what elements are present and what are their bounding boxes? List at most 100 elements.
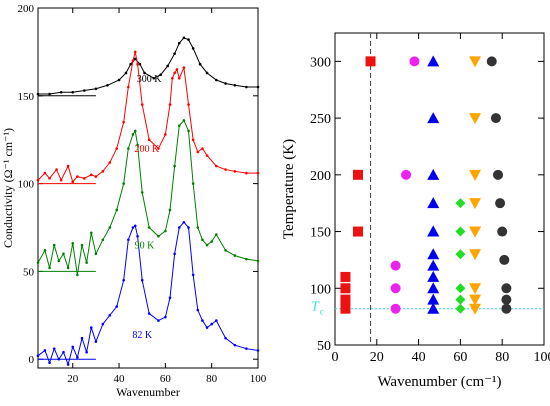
series-point (59, 90, 63, 94)
series-point (43, 171, 47, 175)
series-point (85, 261, 88, 264)
series-point (138, 62, 142, 66)
scatter-circle (409, 56, 420, 67)
series-point (245, 171, 248, 175)
scatter-triangle-down (469, 56, 482, 68)
series-point (198, 62, 202, 66)
scatter-square (352, 226, 363, 237)
right-x-tick-label: 0 (332, 350, 339, 365)
series-point (233, 343, 237, 347)
left-y-tick-label: 0 (29, 354, 35, 366)
right-y-tick-label: 150 (310, 226, 331, 241)
right-x-tick-label: 20 (370, 350, 384, 365)
right-y-tick-label: 250 (310, 112, 331, 127)
series-point (245, 257, 248, 261)
left-x-tick-label: 100 (250, 373, 267, 385)
tc-label: Tc (311, 300, 324, 317)
series-point (147, 138, 151, 142)
series-point (187, 129, 190, 133)
scatter-square (340, 303, 351, 314)
scatter-circle (486, 56, 497, 67)
series-point (94, 175, 98, 178)
series-point (62, 252, 65, 256)
left-series-labels: 300 K 200 K 90 K 82 K (132, 74, 162, 341)
scatter-square (340, 271, 351, 282)
series-point (191, 47, 195, 50)
series-point (233, 254, 237, 257)
series-point (59, 178, 63, 182)
left-y-tick-label: 100 (18, 179, 35, 191)
right-x-tick-label: 40 (412, 350, 426, 365)
series-point (83, 89, 86, 92)
series-point (140, 103, 144, 106)
series-point (94, 252, 98, 256)
series-point (101, 170, 105, 173)
series-point (108, 161, 112, 164)
right-plot-frame (334, 32, 545, 346)
right-y-tick-label: 50 (317, 339, 331, 354)
left-y-tick-label: 150 (18, 91, 35, 103)
scatter-circle (493, 169, 504, 180)
series-point (210, 322, 213, 326)
series-point (182, 66, 186, 70)
series-point (205, 243, 209, 247)
series-point (215, 78, 218, 82)
series-point (115, 147, 119, 150)
right-x-tick-label: 80 (495, 350, 509, 365)
series-point (66, 363, 70, 366)
scatter-square (340, 283, 351, 294)
conductivity-spectra-panel: 20 40 60 80 100 0 50 100 150 200 300 K 200 K 90 K 82… (1, 3, 267, 399)
series-point (196, 226, 200, 229)
series-point (224, 336, 227, 340)
left-x-tick-label: 60 (160, 373, 172, 385)
series-point (122, 120, 125, 124)
left-x-tick-label: 20 (67, 373, 79, 385)
left-plot-frame (37, 7, 259, 369)
scatter-circle (401, 169, 412, 180)
right-y-tick-label: 100 (310, 282, 331, 297)
series-point (173, 71, 176, 75)
right-x-tick-label: 60 (453, 350, 467, 365)
scatter-triangle-down (469, 249, 482, 261)
scatter-circle (490, 113, 501, 124)
series-point (168, 103, 172, 106)
series-point (143, 71, 146, 75)
scatter-triangle-down (469, 303, 482, 315)
series-point (224, 82, 227, 85)
series-point (157, 319, 160, 322)
scatter-diamond (455, 283, 466, 294)
series-point (182, 220, 186, 224)
series-point (215, 319, 218, 322)
scatter-triangle-up (427, 55, 440, 67)
scatter-circle (501, 303, 512, 314)
scatter-triangle-up (427, 293, 440, 305)
series-point (233, 83, 237, 87)
series-point (245, 347, 248, 350)
left-y-axis-label: Conductivity (Ω⁻¹ cm⁻¹) (1, 128, 15, 248)
series-point (140, 191, 144, 194)
series-point (133, 57, 137, 61)
scatter-diamond (455, 198, 466, 209)
series-point (166, 64, 169, 68)
scatter-triangle-down (469, 169, 482, 181)
right-y-axis-label: Temperature (K) (281, 139, 297, 239)
series-line (37, 51, 258, 183)
series-point (152, 76, 156, 80)
series-point (157, 147, 160, 150)
scatter-diamond (455, 294, 466, 305)
scatter-triangle-up (427, 168, 440, 180)
series-point (187, 38, 190, 41)
series-point (205, 326, 209, 329)
series-point (245, 85, 248, 89)
series-point (256, 349, 260, 352)
series-point (157, 234, 160, 238)
series-point (136, 62, 139, 66)
series-point (187, 226, 190, 229)
series-point (205, 154, 209, 157)
series-point (43, 349, 47, 352)
series-point (164, 133, 167, 136)
series-point (133, 129, 137, 133)
series-point (71, 180, 75, 184)
series-point (131, 59, 135, 62)
scatter-triangle-up (427, 282, 440, 294)
